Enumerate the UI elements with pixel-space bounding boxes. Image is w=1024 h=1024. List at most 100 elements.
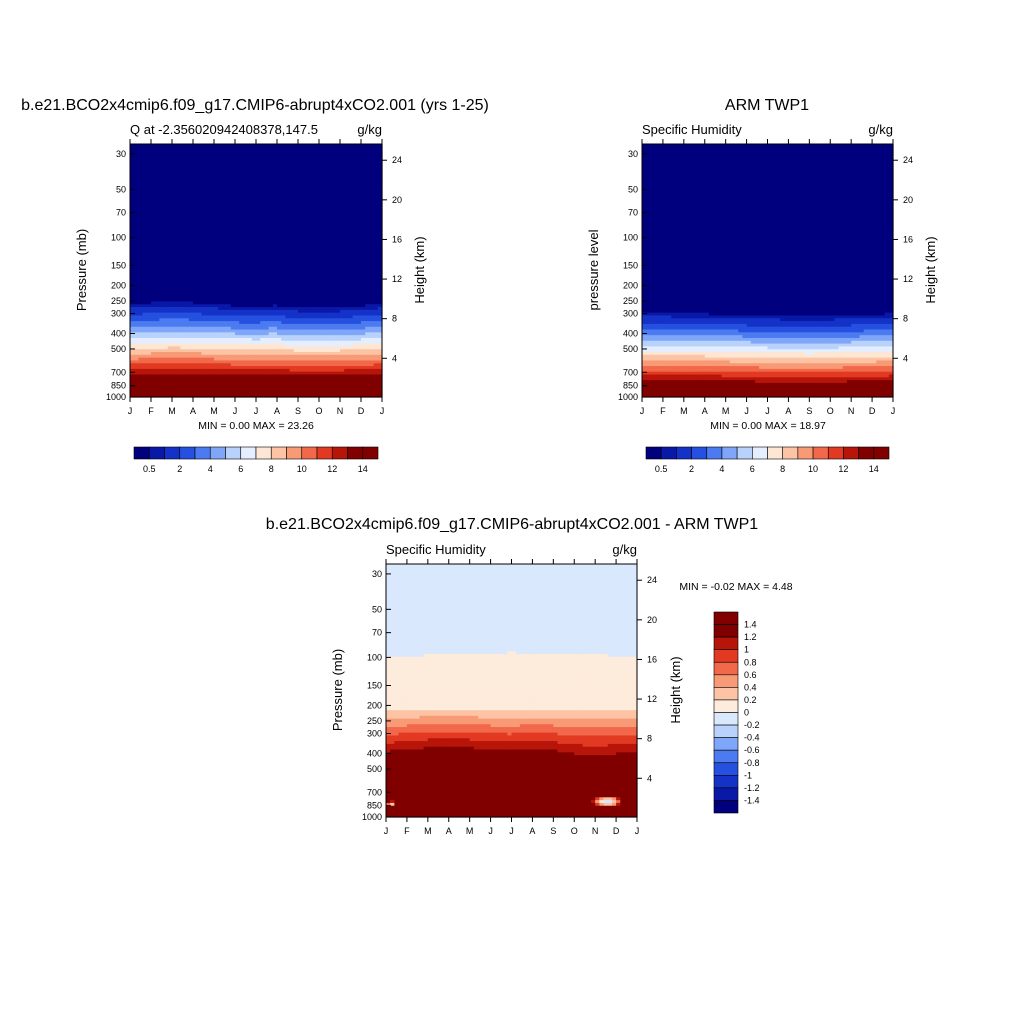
- field-cell: [214, 149, 219, 154]
- field-cell: [239, 194, 244, 199]
- field-cell: [176, 200, 181, 204]
- field-cell: [226, 155, 232, 159]
- field-cell: [209, 177, 215, 182]
- field-cell: [214, 146, 219, 151]
- field-cell: [201, 177, 207, 182]
- field-cell: [289, 225, 295, 229]
- field-cell: [281, 203, 286, 207]
- field-cell: [134, 169, 139, 173]
- field-cell: [146, 149, 152, 154]
- field-cell: [352, 228, 358, 232]
- field-cell: [277, 228, 282, 232]
- field-cell: [146, 166, 152, 170]
- field-cell: [306, 163, 312, 168]
- field-cell: [335, 158, 341, 162]
- field-cell: [155, 174, 160, 179]
- field-cell: [155, 222, 160, 227]
- field-cell: [310, 203, 316, 207]
- field-cell: [340, 149, 345, 154]
- field-cell: [159, 152, 165, 156]
- field-cell: [172, 228, 177, 232]
- field-cell: [335, 146, 341, 151]
- field-cell: [134, 180, 139, 184]
- field-cell: [289, 217, 295, 221]
- field-cell: [340, 242, 345, 246]
- field-cell: [369, 152, 375, 156]
- field-cell: [331, 183, 337, 187]
- field-cell: [226, 158, 232, 162]
- field-cell: [264, 169, 270, 173]
- field-cell: [352, 166, 358, 170]
- field-cell: [281, 183, 286, 187]
- field-cell: [222, 169, 228, 173]
- field-cell: [235, 158, 240, 162]
- field-cell: [373, 169, 379, 173]
- field-cell: [247, 211, 253, 215]
- field-cell: [167, 217, 173, 221]
- field-cell: [163, 208, 169, 213]
- field-cell: [167, 219, 173, 224]
- field-cell: [180, 203, 186, 207]
- field-cell: [209, 217, 215, 221]
- field-cell: [251, 205, 257, 210]
- field-cell: [218, 155, 223, 159]
- field-cell: [272, 163, 278, 168]
- field-cell: [281, 174, 286, 179]
- field-cell: [260, 144, 265, 148]
- field-cell: [352, 211, 358, 215]
- field-cell: [197, 183, 202, 187]
- field-cell: [247, 186, 253, 190]
- field-cell: [222, 242, 228, 246]
- field-cell: [188, 225, 194, 229]
- field-cell: [289, 177, 295, 182]
- field-cell: [264, 186, 270, 190]
- field-cell: [222, 160, 228, 165]
- field-cell: [134, 205, 139, 210]
- field-cell: [272, 194, 278, 199]
- field-cell: [356, 191, 362, 196]
- field-cell: [151, 222, 156, 227]
- field-cell: [197, 177, 202, 182]
- field-cell: [155, 231, 160, 235]
- field-cell: [172, 166, 177, 170]
- field-cell: [327, 144, 333, 148]
- field-cell: [268, 144, 274, 148]
- field-cell: [310, 166, 316, 170]
- field-cell: [272, 211, 278, 215]
- field-cell: [323, 152, 328, 156]
- field-cell: [256, 158, 261, 162]
- field-cell: [289, 197, 295, 201]
- field-cell: [310, 194, 316, 199]
- field-cell: [277, 214, 282, 218]
- field-cell: [142, 191, 148, 196]
- field-cell: [365, 155, 370, 159]
- field-cells: [130, 144, 383, 398]
- field-cell: [369, 197, 375, 201]
- field-cell: [256, 236, 261, 241]
- field-cell: [197, 146, 202, 151]
- field-cell: [163, 155, 169, 159]
- field-cell: [159, 149, 165, 154]
- field-cell: [369, 236, 375, 241]
- field-cell: [331, 239, 337, 243]
- field-cell: [369, 211, 375, 215]
- field-cell: [151, 183, 156, 187]
- field-cell: [373, 214, 379, 218]
- field-cell: [151, 163, 156, 168]
- field-cell: [340, 186, 345, 190]
- field-cell: [348, 172, 354, 176]
- field-cell: [327, 186, 333, 190]
- field-cell: [348, 144, 354, 148]
- field-cell: [377, 166, 383, 170]
- field-cell: [352, 174, 358, 179]
- field-cell: [369, 163, 375, 168]
- field-cell: [230, 203, 236, 207]
- field-cell: [247, 149, 253, 154]
- field-cell: [365, 194, 370, 199]
- field-cell: [348, 211, 354, 215]
- field-cell: [365, 197, 370, 201]
- field-cell: [256, 217, 261, 221]
- field-cell: [260, 200, 265, 204]
- field-cell: [130, 214, 135, 218]
- field-cell: [176, 155, 181, 159]
